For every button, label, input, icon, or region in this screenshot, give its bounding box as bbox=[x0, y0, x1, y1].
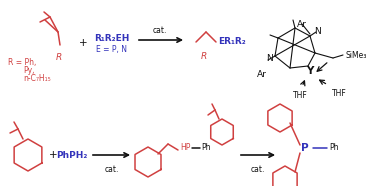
Text: PhPH₂: PhPH₂ bbox=[56, 150, 88, 160]
Text: +: + bbox=[49, 150, 57, 160]
Text: cat.: cat. bbox=[105, 165, 119, 174]
Text: N: N bbox=[266, 54, 273, 62]
Text: +: + bbox=[79, 38, 87, 48]
Text: cat.: cat. bbox=[251, 165, 265, 174]
Text: Ar: Ar bbox=[297, 20, 307, 29]
Text: Py,: Py, bbox=[23, 66, 34, 75]
Text: P: P bbox=[301, 143, 309, 153]
Text: n-C₇H₁₅: n-C₇H₁₅ bbox=[23, 74, 51, 83]
Text: Ph: Ph bbox=[201, 144, 211, 153]
Text: cat.: cat. bbox=[153, 25, 167, 34]
Text: ER₁R₂: ER₁R₂ bbox=[218, 36, 246, 46]
Text: Y: Y bbox=[306, 66, 314, 76]
Text: HP: HP bbox=[180, 144, 191, 153]
Text: R: R bbox=[56, 53, 62, 62]
Text: N: N bbox=[314, 26, 321, 36]
Text: R: R bbox=[201, 52, 207, 61]
Text: R₁R₂EH: R₁R₂EH bbox=[94, 33, 130, 42]
Text: THF: THF bbox=[293, 91, 307, 100]
Text: R = Ph,: R = Ph, bbox=[8, 58, 36, 67]
Text: Ph: Ph bbox=[329, 144, 339, 153]
Text: THF: THF bbox=[332, 89, 347, 98]
Text: E = P, N: E = P, N bbox=[96, 44, 127, 54]
Text: SiMe₃: SiMe₃ bbox=[345, 51, 366, 60]
Text: Ar: Ar bbox=[257, 70, 267, 79]
